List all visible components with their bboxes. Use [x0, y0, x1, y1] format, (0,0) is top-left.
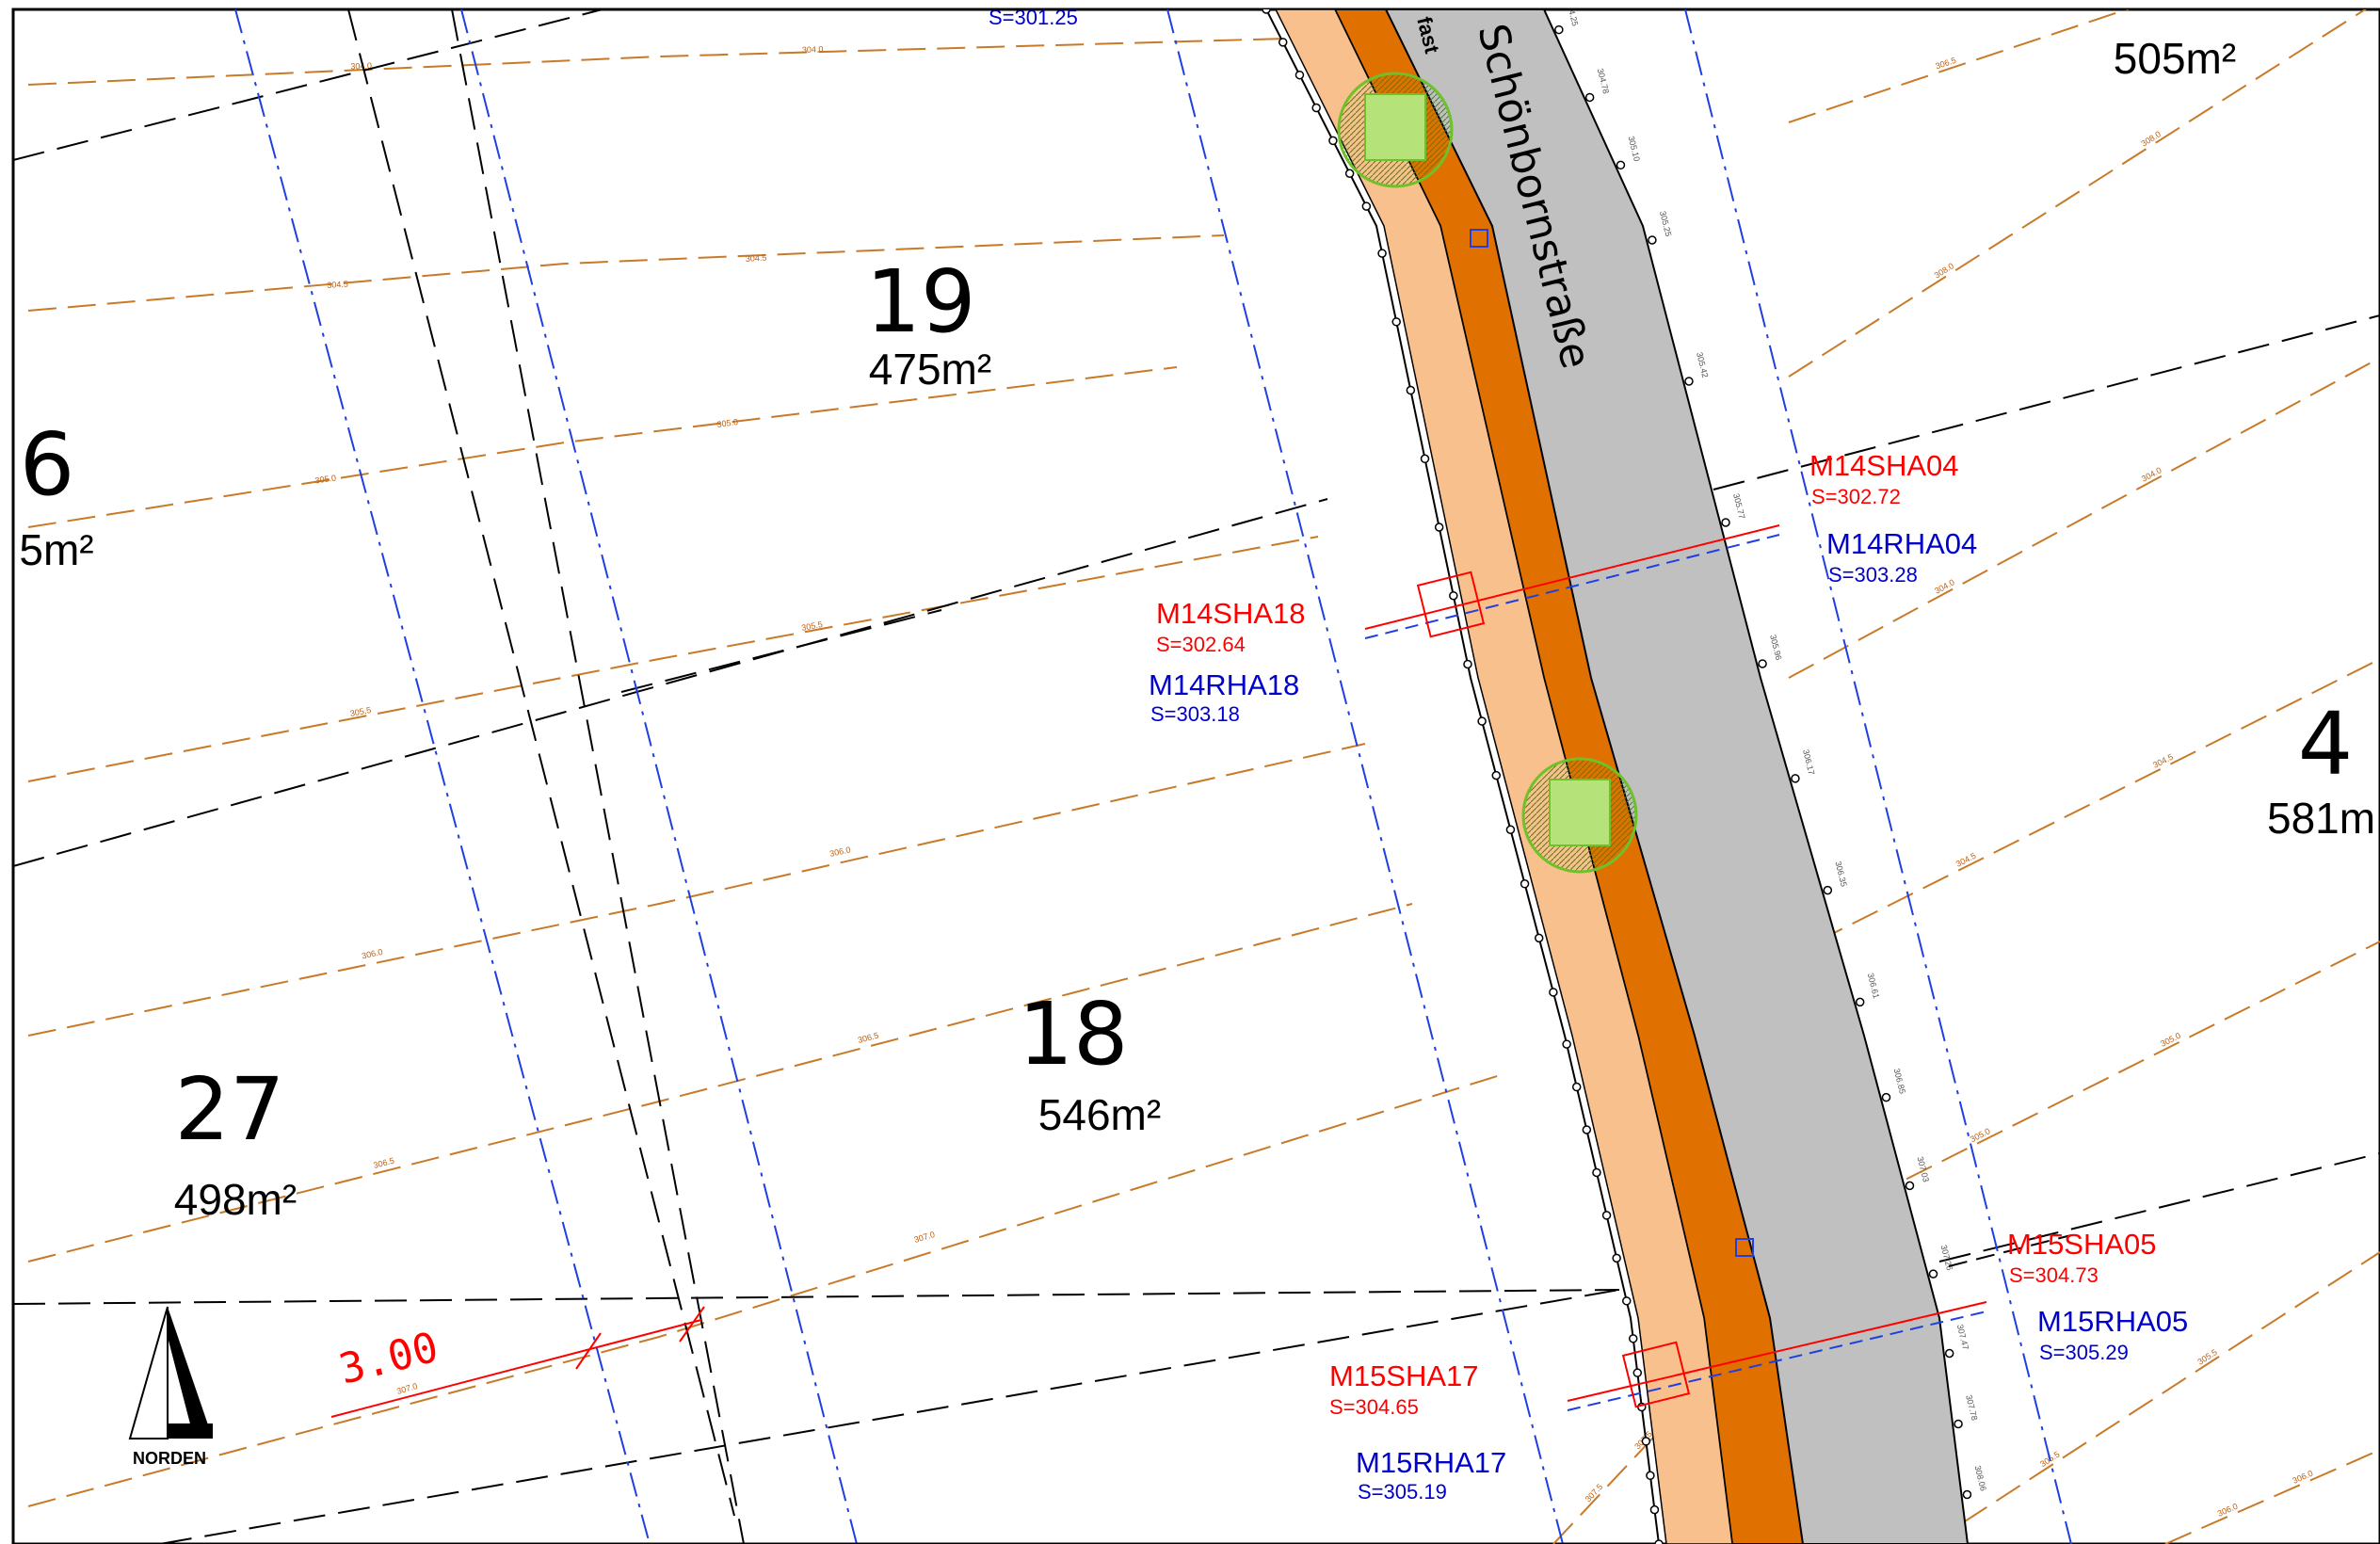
curb-marker: [1623, 1297, 1631, 1305]
curb-marker: [1593, 1168, 1600, 1176]
svg-text:S=304.73: S=304.73: [2009, 1263, 2099, 1287]
curb-marker: [1650, 1506, 1658, 1514]
tree-2: [1523, 759, 1636, 872]
curb-marker: [1478, 717, 1486, 725]
curb-marker: [1279, 39, 1287, 46]
svg-text:475m²: 475m²: [869, 345, 991, 394]
svg-text:5m²: 5m²: [19, 525, 93, 574]
svg-text:581m: 581m: [2267, 794, 2375, 843]
svg-text:6: 6: [20, 414, 75, 515]
edge-marker: [1954, 1421, 1962, 1428]
curb-marker: [1655, 1540, 1663, 1544]
contour-label: 304.0: [802, 44, 824, 55]
svg-text:M15RHA05: M15RHA05: [2037, 1305, 2188, 1338]
svg-text:M15SHA17: M15SHA17: [1329, 1359, 1479, 1392]
edge-marker: [1616, 161, 1624, 169]
edge-marker: [1586, 93, 1594, 101]
svg-text:S=302.64: S=302.64: [1156, 633, 1246, 656]
edge-marker: [1963, 1491, 1970, 1499]
curb-marker: [1521, 880, 1529, 888]
svg-text:M15RHA17: M15RHA17: [1356, 1446, 1506, 1479]
contour-label: 306.5: [2141, 0, 2164, 2]
map-frame: [13, 9, 2380, 1544]
curb-marker: [1392, 318, 1400, 326]
edge-marker: [1946, 1350, 1954, 1358]
curb-marker: [1329, 137, 1337, 144]
curb-marker: [1464, 660, 1471, 667]
curb-marker: [1450, 592, 1457, 600]
svg-text:498m²: 498m²: [174, 1175, 297, 1224]
curb-marker: [1312, 105, 1320, 112]
edge-marker: [1857, 998, 1864, 1005]
svg-text:M14RHA18: M14RHA18: [1149, 668, 1299, 701]
edge-marker: [1930, 1270, 1938, 1278]
lot-top-right: 505m²: [2114, 34, 2236, 83]
svg-text:M14RHA04: M14RHA04: [1826, 527, 1977, 560]
curb-marker: [1422, 455, 1429, 462]
edge-marker: [1722, 519, 1729, 526]
svg-text:18: 18: [1018, 984, 1128, 1085]
curb-marker: [1647, 1472, 1654, 1479]
edge-marker: [1685, 378, 1693, 385]
curb-marker: [1262, 6, 1270, 13]
svg-text:27: 27: [174, 1059, 284, 1160]
svg-text:546m²: 546m²: [1038, 1090, 1161, 1139]
curb-marker: [1603, 1212, 1611, 1219]
curb-marker: [1295, 72, 1303, 79]
edge-marker: [1555, 26, 1563, 34]
svg-text:505m²: 505m²: [2114, 34, 2236, 83]
curb-marker: [1536, 934, 1543, 941]
svg-text:M15SHA05: M15SHA05: [2007, 1228, 2157, 1261]
curb-marker: [1583, 1126, 1590, 1134]
edge-marker: [1883, 1094, 1890, 1102]
svg-text:S=303.18: S=303.18: [1150, 702, 1240, 726]
lot-19: 19 475m²: [865, 251, 991, 394]
tree-1: [1339, 73, 1452, 186]
contour-label: 304.5: [745, 253, 766, 264]
curb-marker: [1613, 1254, 1620, 1262]
svg-text:S=305.29: S=305.29: [2039, 1341, 2129, 1364]
curb-marker: [1642, 1438, 1649, 1445]
svg-text:S=305.19: S=305.19: [1358, 1480, 1447, 1504]
svg-text:19: 19: [865, 251, 975, 352]
curb-marker: [1550, 989, 1557, 996]
curb-marker: [1407, 387, 1414, 394]
edge-marker: [1759, 660, 1766, 667]
curb-marker: [1362, 202, 1370, 210]
curb-marker: [1573, 1084, 1581, 1091]
svg-text:M14SHA04: M14SHA04: [1809, 449, 1959, 482]
curb-marker: [1492, 772, 1500, 780]
edge-marker: [1648, 236, 1656, 244]
curb-marker: [1633, 1369, 1641, 1376]
contour-label: 304.5: [327, 280, 348, 290]
lot-27: 27 498m²: [174, 1059, 297, 1224]
svg-text:S=303.28: S=303.28: [1828, 563, 1918, 587]
curb-marker: [1378, 249, 1386, 257]
curb-marker: [1436, 523, 1443, 531]
svg-text:4: 4: [2298, 694, 2354, 795]
edge-marker: [1824, 887, 1831, 894]
edge-marker: [1792, 775, 1799, 782]
curb-marker: [1506, 826, 1514, 833]
edge-marker: [1906, 1182, 1914, 1189]
svg-text:S=304.65: S=304.65: [1329, 1395, 1419, 1419]
curb-marker: [1346, 169, 1354, 177]
svg-text:M14SHA18: M14SHA18: [1156, 597, 1306, 630]
north-arrow-label: NORDEN: [133, 1449, 206, 1468]
svg-text:S=302.72: S=302.72: [1811, 485, 1901, 508]
curb-marker: [1563, 1040, 1570, 1048]
curb-marker: [1630, 1335, 1637, 1343]
